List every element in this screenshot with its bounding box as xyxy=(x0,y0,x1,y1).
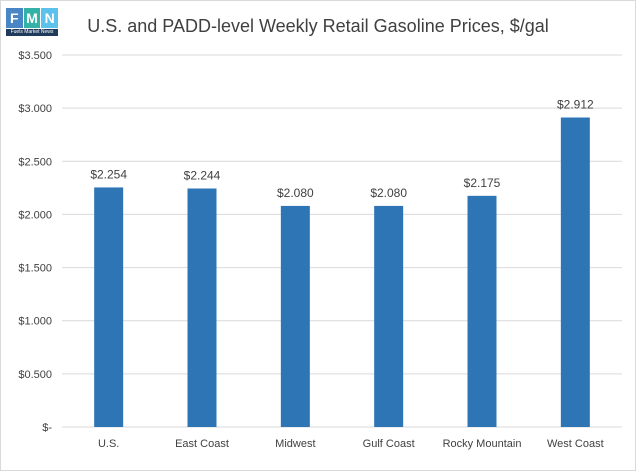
y-tick-label: $2.500 xyxy=(18,156,52,168)
y-tick-label: $- xyxy=(42,422,52,434)
data-label: $2.080 xyxy=(370,186,407,200)
bar xyxy=(94,187,124,427)
x-tick-label: Gulf Coast xyxy=(363,438,415,450)
x-tick-label: East Coast xyxy=(175,438,229,450)
chart-title: U.S. and PADD-level Weekly Retail Gasoli… xyxy=(87,16,549,36)
y-tick-label: $3.000 xyxy=(18,103,52,115)
logo-letter: M xyxy=(23,8,41,28)
y-tick-label: $1.500 xyxy=(18,263,52,275)
bar xyxy=(560,117,590,427)
bar xyxy=(187,188,217,427)
x-tick-label: U.S. xyxy=(98,438,119,450)
y-tick-label: $3.500 xyxy=(18,50,52,62)
logo-caption: Fuels Market News xyxy=(6,29,58,36)
logo-letter: F xyxy=(6,8,23,28)
bar xyxy=(374,205,404,427)
y-tick-label: $0.500 xyxy=(18,369,52,381)
x-tick-label: West Coast xyxy=(547,438,604,450)
y-tick-label: $1.000 xyxy=(18,316,52,328)
bar xyxy=(467,195,497,427)
data-label: $2.175 xyxy=(464,176,501,190)
data-label: $2.244 xyxy=(184,168,221,182)
x-tick-label: Midwest xyxy=(275,438,315,450)
x-tick-label: Rocky Mountain xyxy=(443,438,522,450)
bar xyxy=(280,205,310,427)
data-label: $2.254 xyxy=(90,167,127,181)
data-label: $2.080 xyxy=(277,186,314,200)
y-tick-label: $2.000 xyxy=(18,209,52,221)
data-label: $2.912 xyxy=(557,97,594,111)
logo-letter: N xyxy=(41,8,59,28)
